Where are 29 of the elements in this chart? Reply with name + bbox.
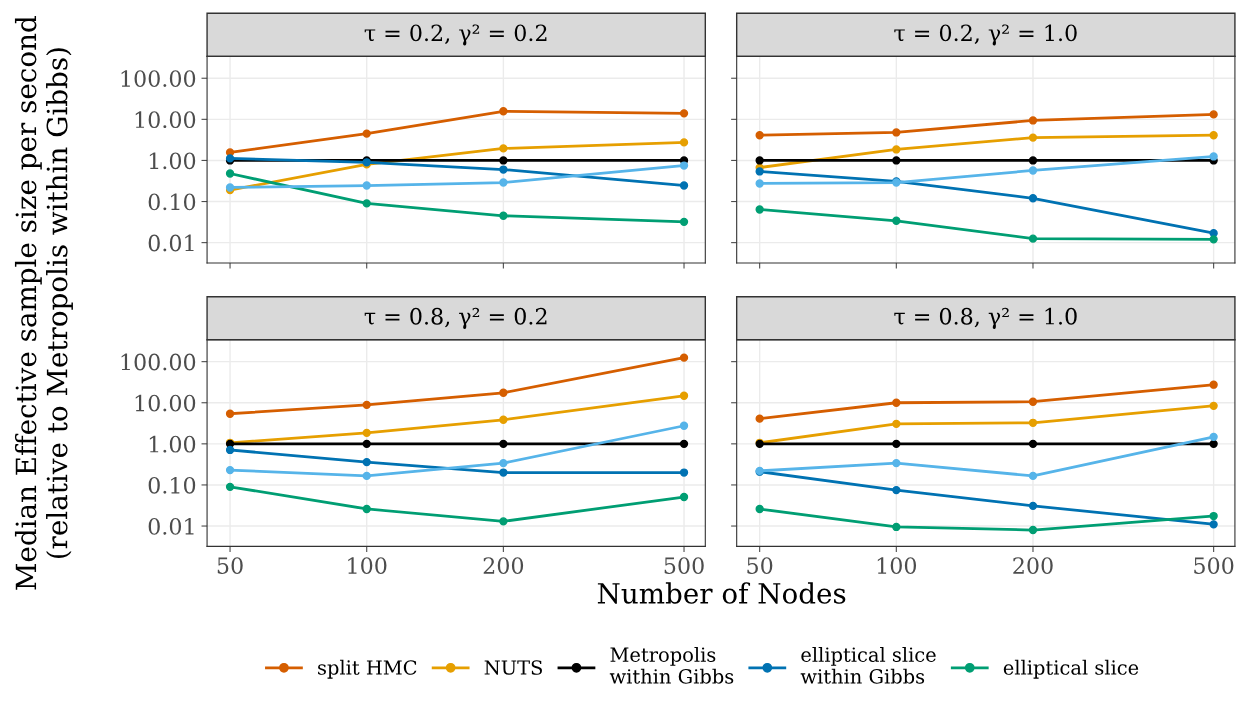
x-tick-label: 500	[664, 557, 704, 574]
chart-title: τ = 0.2, γ² = 1.0	[894, 24, 1077, 46]
y-tick-label: 1.00	[149, 152, 196, 170]
y-tick-label: 0.01	[148, 517, 194, 535]
y-tick-label: 0.10	[148, 193, 196, 211]
y-tick-label: 100.00	[121, 353, 196, 371]
legend-label: Metropolis within Gibbs	[609, 646, 734, 684]
x-tick-label: 100	[877, 557, 917, 574]
x-tick-label: 200	[483, 557, 524, 574]
legend-label: elliptical slice	[1003, 659, 1139, 679]
y-axis-title: Median Effective sample size per second (relative to Metropolis within Gibbs)	[14, 16, 73, 590]
y-tick-label: 0.10	[148, 476, 196, 494]
chart-title: τ = 0.8, γ² = 1.0	[894, 307, 1077, 329]
legend-label: elliptical slice within Gibbs	[800, 646, 936, 684]
chart-title: τ = 0.2, γ² = 0.2	[364, 24, 547, 46]
legend-label: split HMC	[318, 659, 417, 679]
legend-label: NUTS	[484, 660, 542, 675]
y-tick-label: 100.00	[121, 70, 196, 87]
y-tick-label: 10.00	[135, 111, 196, 129]
x-tick-label: 200	[1013, 557, 1053, 574]
x-tick-label: 100	[348, 557, 387, 574]
y-tick-label: 0.01	[148, 234, 194, 252]
chart-title: τ = 0.8, γ² = 0.2	[364, 307, 547, 329]
x-tick-label: 50	[217, 557, 243, 574]
x-axis-title: Number of Nodes	[597, 582, 846, 604]
x-tick-label: 500	[1194, 557, 1234, 574]
x-tick-label: 50	[747, 557, 773, 574]
y-tick-label: 10.00	[135, 394, 196, 412]
y-tick-label: 1.00	[149, 435, 196, 453]
